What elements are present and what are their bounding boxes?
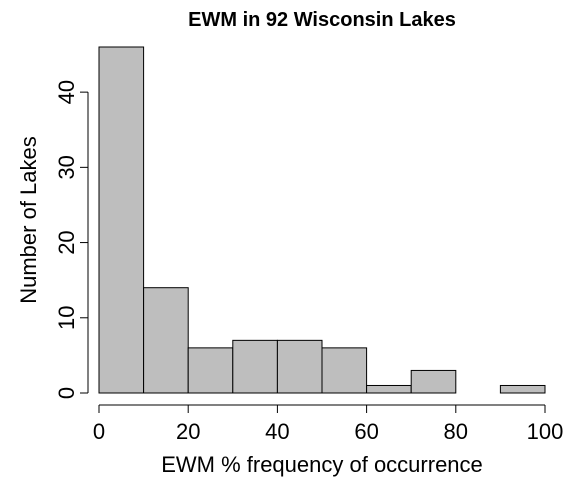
x-tick-label: 80 (444, 419, 468, 444)
bar (187, 347, 234, 394)
bar (499, 384, 546, 394)
y-tick-label: 40 (54, 80, 79, 104)
x-tick-label: 100 (527, 419, 564, 444)
bar (143, 287, 189, 394)
x-axis-label: EWM % frequency of occurrence (161, 452, 483, 477)
x-tick-label: 20 (176, 419, 200, 444)
x-tick-label: 40 (265, 419, 289, 444)
x-tick-label: 60 (354, 419, 378, 444)
y-axis-label: Number of Lakes (16, 136, 41, 304)
y-tick-label: 10 (54, 306, 79, 330)
bar (232, 339, 278, 394)
y-tick-label: 0 (54, 387, 79, 399)
x-tick-label: 0 (93, 419, 105, 444)
bar (366, 384, 412, 394)
y-tick-label: 30 (54, 155, 79, 179)
bar (410, 369, 457, 394)
y-tick-label: 20 (54, 230, 79, 254)
bar (276, 339, 323, 394)
bar (98, 46, 145, 394)
bar (321, 347, 368, 394)
chart-title: EWM in 92 Wisconsin Lakes (188, 9, 456, 31)
